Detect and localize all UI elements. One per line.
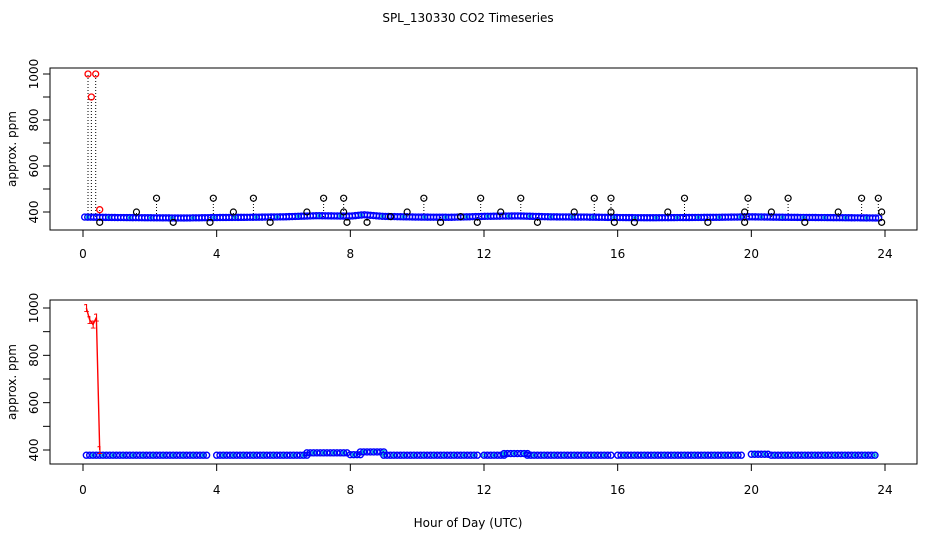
x-tick-label: 0 (79, 483, 87, 497)
y-tick-label: 1000 (27, 59, 41, 90)
panel2-ylabel: approx. ppm (5, 344, 19, 420)
segment-point (202, 451, 211, 459)
y-tick-label: 800 (27, 109, 41, 132)
y-tick-label: 800 (27, 344, 41, 367)
outlier-point (610, 218, 618, 226)
spike-label: 1 (86, 314, 93, 327)
outlier-point (169, 218, 177, 226)
x-tick-label: 12 (476, 247, 491, 261)
segment-point (764, 450, 772, 458)
outlier-point (784, 194, 792, 202)
outlier-point (704, 218, 712, 226)
outlier-point (517, 194, 525, 202)
outlier-point (858, 194, 866, 202)
x-tick-label: 12 (476, 483, 491, 497)
y-tick-label: 600 (27, 391, 41, 414)
panel1-frame (49, 67, 918, 231)
outlier-point (132, 208, 141, 216)
segment-point (199, 451, 208, 459)
outlier-point (386, 213, 395, 221)
outlier-point (420, 194, 428, 202)
spike-label: 1 (83, 302, 90, 315)
outlier-point (206, 218, 214, 226)
x-tick-label: 20 (744, 247, 759, 261)
outlier-point (457, 213, 465, 221)
outlier-point (744, 194, 752, 202)
chart-title: SPL_130330 CO2 Timeseries (382, 11, 553, 25)
outlier-point (403, 208, 411, 216)
outlier-point (340, 194, 348, 202)
outlier-point (303, 208, 311, 216)
outlier-point (607, 194, 615, 202)
segment-point (603, 451, 612, 459)
outlier-point (767, 208, 775, 216)
segment-point (737, 451, 746, 459)
outlier-point (874, 194, 882, 202)
segment-point (867, 451, 876, 459)
outlier-point (477, 194, 485, 202)
outlier-point (229, 208, 237, 216)
flagged-point (87, 93, 96, 101)
segment-point (339, 449, 348, 457)
outlier-point (590, 194, 598, 202)
x-tick-label: 0 (79, 247, 87, 261)
segment-point (871, 451, 879, 459)
baseline-point (871, 214, 880, 222)
y-tick-label: 400 (27, 439, 41, 462)
outlier-point (680, 194, 689, 202)
outlier-point (533, 218, 542, 226)
outlier-point (152, 194, 161, 202)
panel2-frame (49, 299, 918, 465)
outlier-point (343, 218, 351, 226)
x-tick-label: 16 (610, 483, 625, 497)
outlier-point (741, 218, 749, 226)
outlier-point (340, 208, 348, 216)
outlier-point (497, 208, 505, 216)
x-axis-label: Hour of Day (UTC) (414, 516, 523, 530)
flagged-point (92, 70, 100, 78)
y-tick-label: 600 (27, 155, 41, 178)
x-tick-label: 4 (213, 483, 221, 497)
segment-point (470, 451, 478, 459)
scatter-panel: approx. ppm 0 4 8 12 16 20 24 400 600 800 1000 (5, 59, 918, 261)
segment-point-inner (872, 453, 877, 458)
outlier-point (878, 208, 886, 216)
x-tick-label: 8 (347, 483, 355, 497)
segment-point (734, 451, 742, 459)
panel1-ylabel: approx. ppm (5, 111, 19, 187)
outlier-point (570, 208, 578, 216)
outlier-point (436, 218, 445, 226)
outlier-point (878, 218, 886, 226)
flagged-point (96, 206, 104, 214)
outlier-point (834, 208, 842, 216)
outlier-point (664, 208, 672, 216)
x-tick-label: 24 (877, 483, 892, 497)
outlier-point (266, 218, 274, 226)
spike-line (85, 307, 101, 451)
x-tick-label: 24 (877, 247, 892, 261)
y-tick-label: 400 (27, 201, 41, 224)
outlier-point (741, 208, 749, 216)
outlier-point (630, 218, 638, 226)
outlier-point (320, 194, 328, 202)
outlier-point (249, 194, 258, 202)
outlier-point (607, 208, 615, 216)
spike-label: 1 (90, 319, 97, 332)
outlier-point (801, 218, 809, 226)
outlier-point (96, 218, 104, 226)
flagged-point (84, 70, 92, 78)
segment-point (761, 450, 769, 458)
x-tick-label: 16 (610, 247, 625, 261)
outlier-point (473, 218, 481, 226)
outlier-point (209, 194, 217, 202)
x-tick-label: 20 (744, 483, 759, 497)
y-tick-label: 1000 (27, 293, 41, 324)
x-tick-label: 4 (213, 247, 221, 261)
spike-label: 1 (93, 311, 100, 324)
spike-label: 1 (96, 444, 103, 457)
x-tick-label: 8 (347, 247, 355, 261)
outlier-point (363, 218, 371, 226)
